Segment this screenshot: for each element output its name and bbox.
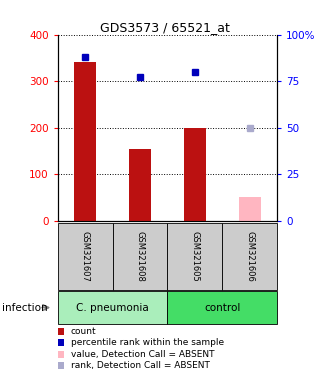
Bar (239, 197, 261, 221)
Text: GSM321608: GSM321608 (136, 231, 145, 282)
Text: infection: infection (2, 303, 47, 313)
Text: C. pneumonia: C. pneumonia (76, 303, 149, 313)
Text: GSM321607: GSM321607 (81, 231, 90, 282)
Text: GSM321605: GSM321605 (190, 231, 199, 282)
Bar (74, 63, 96, 221)
Bar (184, 128, 206, 221)
Text: GSM321606: GSM321606 (245, 231, 254, 282)
Text: GDS3573 / 65521_at: GDS3573 / 65521_at (100, 21, 230, 34)
Text: percentile rank within the sample: percentile rank within the sample (71, 338, 224, 348)
Bar (129, 149, 151, 221)
Text: control: control (204, 303, 241, 313)
Text: count: count (71, 327, 97, 336)
Text: value, Detection Call = ABSENT: value, Detection Call = ABSENT (71, 350, 214, 359)
Text: rank, Detection Call = ABSENT: rank, Detection Call = ABSENT (71, 361, 210, 371)
